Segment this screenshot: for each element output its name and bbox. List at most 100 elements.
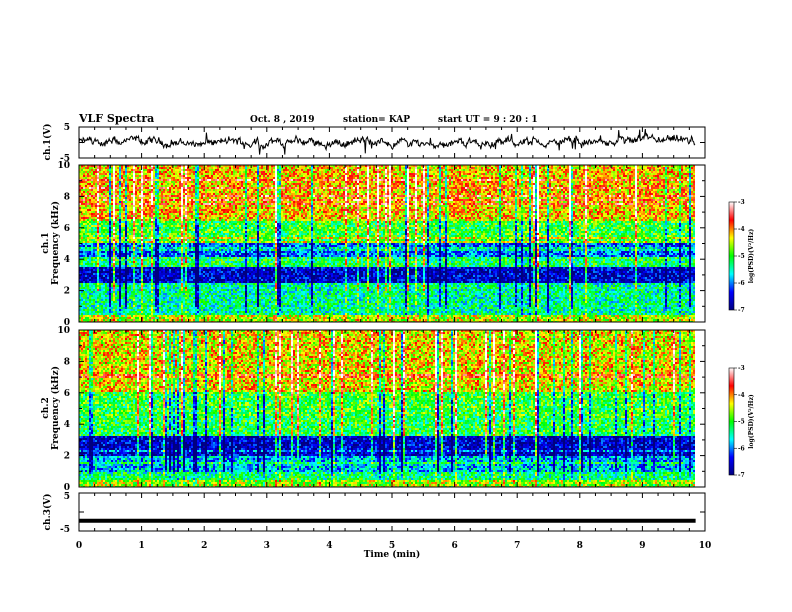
ch1-spectrogram-cell xyxy=(95,223,97,225)
ch1-spectrogram-cell xyxy=(145,301,147,303)
ch1-spectrogram-cell xyxy=(181,251,183,253)
ch1-spectrogram-cell xyxy=(201,271,203,273)
ch1-spectrogram-cell xyxy=(199,247,201,249)
ch1-spectrogram-cell xyxy=(163,197,165,199)
ch1-spectrogram-cell xyxy=(113,243,115,245)
ch1-spectrogram-cell xyxy=(121,205,123,207)
ch1-spectrogram-cell xyxy=(121,271,123,273)
ch1-spectrogram-cell xyxy=(131,219,133,221)
ch1-spectrogram-cell xyxy=(79,271,81,273)
ch1-spectrogram-cell xyxy=(169,235,171,237)
ch1-spectrogram-cell xyxy=(163,227,165,229)
ch1-spectrogram-cell xyxy=(145,167,147,169)
ch1-spectrogram-cell xyxy=(117,259,119,261)
ch1-spectrogram-cell xyxy=(87,275,89,277)
ch1-spectrogram-cell xyxy=(167,253,169,255)
ch1-spectrogram-cell xyxy=(171,293,173,295)
ch1-spectrogram-cell xyxy=(79,221,81,223)
ch1-spectrogram-cell xyxy=(109,299,111,301)
ch1-spectrogram-cell xyxy=(201,201,203,203)
ch1-spectrogram-cell xyxy=(131,213,133,215)
ch1-spectrogram-cell xyxy=(189,211,191,213)
ch1-spectrogram-cell xyxy=(185,277,187,279)
ch1-spectrogram-cell xyxy=(163,171,165,173)
ch1-spectrogram-cell xyxy=(115,207,117,209)
ch1-spectrogram-cell xyxy=(101,215,103,217)
ch1-spectrogram-cell xyxy=(83,309,85,311)
ch1-spectrogram-cell xyxy=(139,225,141,227)
ch1-spectrogram-cell xyxy=(163,215,165,217)
ch1-spectrogram-cell xyxy=(121,191,123,193)
ch1-spectrogram-cell xyxy=(107,293,109,295)
ch1-spectrogram-cell xyxy=(113,315,115,317)
ch1-spectrogram-cell xyxy=(91,171,93,173)
ch1-spectrogram-cell xyxy=(97,303,99,305)
ch1-spectrogram-cell xyxy=(175,177,177,179)
ch1-spectrogram-cell xyxy=(139,237,141,239)
ch1-spectrogram-cell xyxy=(115,295,117,297)
ch1-spectrogram-cell xyxy=(173,299,175,301)
ch1-spectrogram-cell xyxy=(117,227,119,229)
ch1-spectrogram-cell xyxy=(99,221,101,223)
ch1-spectrogram-cell xyxy=(161,299,163,301)
ch1-spectrogram-cell xyxy=(199,311,201,313)
ch1-spectrogram-cell xyxy=(195,315,197,317)
ch1-spectrogram-cell xyxy=(115,219,117,221)
ch1-spectrogram-cell xyxy=(181,293,183,295)
ch1-spectrogram-cell xyxy=(101,303,103,305)
ch1-spectrogram-cell xyxy=(161,179,163,181)
ch1-spectrogram-cell xyxy=(183,183,185,185)
ch1-spectrogram-cell xyxy=(155,209,157,211)
ch1-spectrogram-cell xyxy=(187,285,189,287)
ch1-spectrogram-cell xyxy=(155,253,157,255)
ch1-spectrogram-cell xyxy=(199,173,201,175)
ch1-spectrogram-cell xyxy=(169,183,171,185)
ch1-spectrogram-cell xyxy=(197,191,199,193)
ch1-spectrogram-cell xyxy=(183,293,185,295)
ch1-spectrogram-cell xyxy=(103,313,105,315)
ch1-spectrogram-cell xyxy=(189,253,191,255)
ch1-spectrogram-cell xyxy=(157,251,159,253)
ch1-spectrogram-cell xyxy=(161,209,163,211)
ch1-spectrogram-cell xyxy=(173,181,175,183)
ch1-spectrogram-cell xyxy=(171,309,173,311)
ch1-spectrogram-cell xyxy=(135,287,137,289)
ch1-spectrogram-cell xyxy=(199,211,201,213)
ch1-spectrogram-cell xyxy=(91,257,93,259)
ch1-spectrogram-cell xyxy=(147,269,149,271)
ch1-spectrogram-cell xyxy=(175,237,177,239)
ch1-spectrogram-cell xyxy=(79,219,81,221)
ch1-spectrogram-cell xyxy=(93,223,95,225)
ch1-spectrogram-cell xyxy=(183,297,185,299)
ch1-spectrogram-cell xyxy=(113,259,115,261)
ch1-spectrogram-cell xyxy=(161,235,163,237)
ch1-spectrogram-cell xyxy=(85,257,87,259)
ch1-spectrogram-cell xyxy=(183,283,185,285)
ch1-spectrogram-cell xyxy=(161,227,163,229)
ch1-spectrogram-cell xyxy=(101,209,103,211)
ch1-spectrogram-cell xyxy=(111,223,113,225)
ch1-spectrogram-cell xyxy=(141,185,143,187)
ch1-spectrogram-cell xyxy=(119,295,121,297)
ch1-spectrogram-cell xyxy=(95,187,97,189)
ch1-spectrogram-cell xyxy=(81,219,83,221)
ch1-spectrogram-cell xyxy=(183,257,185,259)
ch1-spectrogram-cell xyxy=(129,257,131,259)
ch1-spectrogram-cell xyxy=(143,221,145,223)
ch1-spectrogram-cell xyxy=(95,203,97,205)
ch1-spectrogram-cell xyxy=(133,297,135,299)
ch1-spectrogram-cell xyxy=(191,245,193,247)
ch1-spectrogram-cell xyxy=(165,275,167,277)
ch1-spectrogram-cell xyxy=(91,203,93,205)
ch1-spectrogram-cell xyxy=(89,171,91,173)
ch1-spectrogram-cell xyxy=(161,267,163,269)
ch1-spectrogram-cell xyxy=(175,215,177,217)
ch1-spectrogram-cell xyxy=(131,193,133,195)
ch1-spectrogram-cell xyxy=(105,171,107,173)
ch1-spectrogram-cell xyxy=(173,279,175,281)
ch1-spectrogram-cell xyxy=(111,205,113,207)
ch1-spectrogram-cell xyxy=(145,173,147,175)
ch1-spectrogram-cell xyxy=(181,167,183,169)
ch1-spectrogram-cell xyxy=(175,291,177,293)
ch1-spectrogram-cell xyxy=(127,195,129,197)
